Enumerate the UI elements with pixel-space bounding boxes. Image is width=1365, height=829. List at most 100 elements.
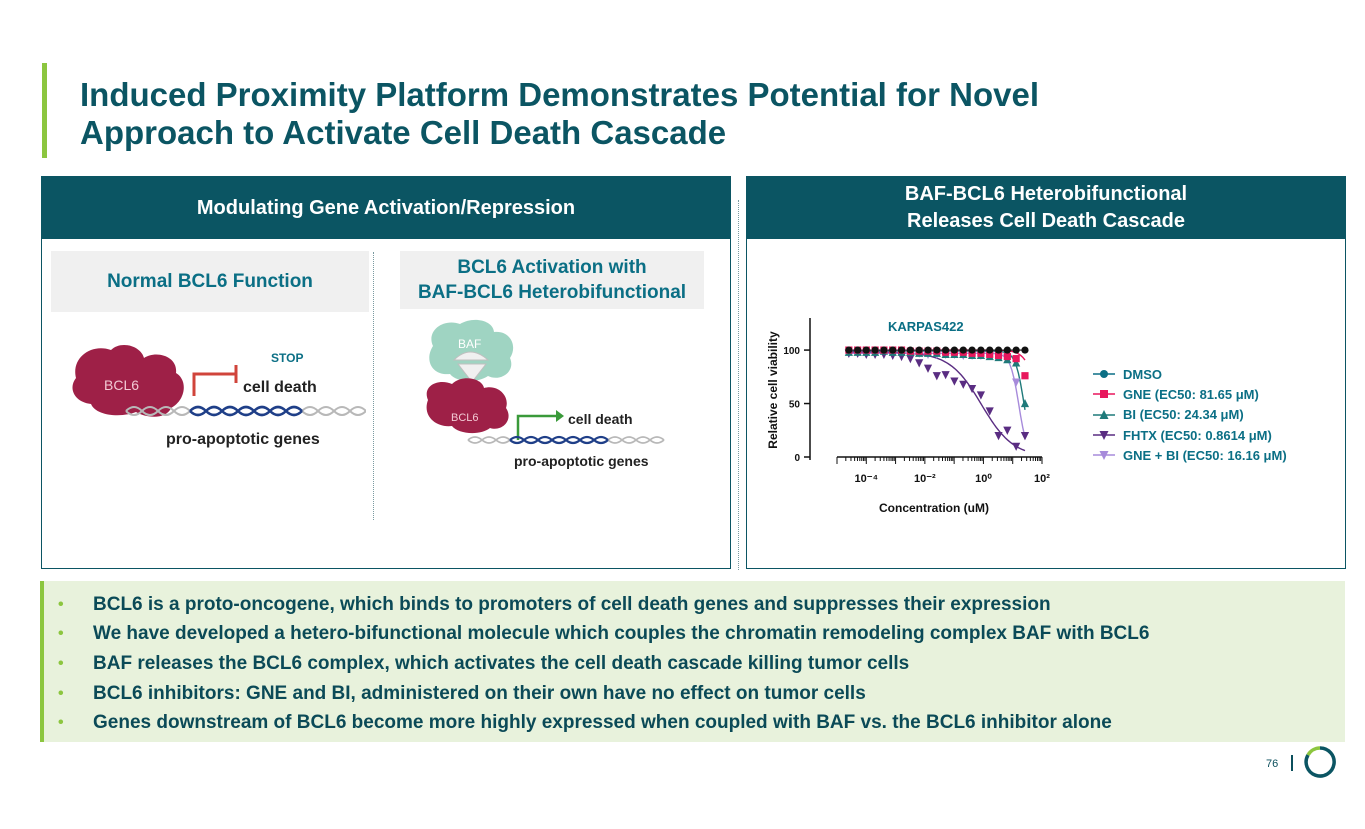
activation-label-line2: BAF-BCL6 Heterobifunctional xyxy=(417,282,687,303)
x-tick-label: 10² xyxy=(1034,473,1050,485)
bullet-marker: • xyxy=(58,595,64,613)
legend-swatch xyxy=(1093,390,1115,399)
data-point xyxy=(906,355,915,364)
activation-arrow xyxy=(516,414,556,440)
x-axis-label: Concentration (uM) xyxy=(879,501,989,515)
data-point xyxy=(1012,346,1020,354)
data-point xyxy=(845,346,853,354)
normal-function-label: Normal BCL6 Function xyxy=(107,271,313,292)
cell-death-panel: BAF-BCL6 Heterobifunctional Releases Cel… xyxy=(746,176,1346,569)
baf-protein-shape xyxy=(429,319,514,382)
data-point xyxy=(1012,355,1020,363)
linker-shape-lower xyxy=(456,363,488,383)
data-point xyxy=(1003,352,1011,361)
key-point: • BCL6 is a proto-oncogene, which binds t… xyxy=(54,590,1345,620)
key-point-text: BCL6 is a proto-oncogene, which binds to… xyxy=(93,593,1051,615)
page-number: 76 xyxy=(1266,758,1279,770)
legend-swatch xyxy=(1093,370,1115,379)
slide-title-line1: Induced Proximity Platform Demonstrates … xyxy=(80,76,1040,113)
company-logo xyxy=(1304,746,1336,778)
activation-label-line1: BCL6 Activation with xyxy=(457,257,647,278)
data-point xyxy=(994,346,1003,354)
legend-swatch xyxy=(1093,431,1115,441)
chart-title: KARPAS422 xyxy=(888,319,964,334)
data-point xyxy=(986,350,994,358)
key-point: • We have developed a hetero-bifunctional… xyxy=(54,620,1345,650)
center-divider xyxy=(738,200,739,570)
bullet-marker: • xyxy=(58,625,64,643)
data-point xyxy=(1012,358,1021,367)
y-tick-label: 50 xyxy=(789,400,801,411)
normal-bcl6-illustration: BCL6 STOP cell death pro-apoptotic genes xyxy=(72,344,366,448)
chart-legend: DMSO GNE (EC50: 81.65 μM) BI (EC50: 24.34 … xyxy=(1093,364,1287,465)
cell-death-label-2: cell death xyxy=(568,411,633,427)
gene-modulation-panel-title: Modulating Gene Activation/Repression xyxy=(196,196,576,219)
legend-swatch xyxy=(1093,451,1115,461)
data-point xyxy=(976,391,986,400)
page-number-separator xyxy=(1291,755,1293,771)
data-point xyxy=(906,346,914,354)
data-point xyxy=(871,346,879,354)
key-points: • BCL6 is a proto-oncogene, which binds t… xyxy=(40,581,1345,742)
data-point xyxy=(950,377,959,386)
data-point xyxy=(932,372,941,381)
data-point xyxy=(1020,398,1030,408)
slide-title-line2: Approach to Activate Cell Death Cascade xyxy=(80,114,727,151)
data-point xyxy=(959,346,967,354)
key-point-text: BAF releases the BCL6 complex, which act… xyxy=(93,652,910,674)
normal-function-label-box: Normal BCL6 Function xyxy=(51,251,369,312)
legend-entry: DMSO xyxy=(1093,364,1287,384)
data-point xyxy=(1020,432,1030,441)
pro-apoptotic-genes-label-2: pro-apoptotic genes xyxy=(514,453,649,469)
stop-label: STOP xyxy=(271,351,303,365)
data-point xyxy=(941,371,950,380)
bullet-marker: • xyxy=(58,654,64,672)
data-point xyxy=(933,346,941,354)
data-point xyxy=(889,346,897,354)
activation-illustration: BAF BCL6 cell death pro-apoptotic genes xyxy=(426,319,665,469)
data-point xyxy=(1021,346,1029,354)
bullet-marker: • xyxy=(58,714,64,732)
y-tick-label: 100 xyxy=(783,346,800,357)
activation-arrowhead xyxy=(556,410,564,422)
key-point-text: BCL6 inhibitors: GNE and BI, administere… xyxy=(93,682,866,704)
legend-label: GNE (EC50: 81.65 μM) xyxy=(1123,386,1259,402)
legend-label: FHTX (EC50: 0.8614 μM) xyxy=(1123,427,1272,443)
legend-entry: GNE + BI (EC50: 16.16 μM) xyxy=(1093,445,1287,465)
data-point xyxy=(968,346,976,354)
gene-modulation-panel-header: Modulating Gene Activation/Repression xyxy=(42,177,730,239)
data-point xyxy=(880,346,888,354)
cell-death-panel-title-line2: Releases Cell Death Cascade xyxy=(907,210,1185,232)
logo-ring-accent xyxy=(1306,746,1321,757)
cell-death-panel-header: BAF-BCL6 Heterobifunctional Releases Cel… xyxy=(747,177,1345,239)
repression-arrow xyxy=(192,372,236,396)
data-point xyxy=(1003,346,1011,354)
legend-label: BI (EC50: 24.34 μM) xyxy=(1123,407,1244,423)
viability-chart: KARPAS422 0 50 100 10⁻⁴ 10⁻² 10⁰ 10² Concentrati… xyxy=(766,318,1050,515)
activation-label-box: BCL6 Activation with BAF-BCL6 Heterobifu… xyxy=(400,251,704,309)
bcl6-protein-shape-2 xyxy=(426,378,509,434)
x-tick-label: 10⁰ xyxy=(975,473,992,485)
x-tick-label: 10⁻² xyxy=(914,473,936,485)
data-point xyxy=(915,346,923,354)
fit-curve xyxy=(848,352,1026,438)
key-point: • Genes downstream of BCL6 become more hi… xyxy=(54,708,1345,738)
y-tick-label: 0 xyxy=(794,453,800,464)
key-point: • BCL6 inhibitors: GNE and BI, administer… xyxy=(54,679,1345,709)
data-point xyxy=(862,346,870,354)
legend-label: GNE + BI (EC50: 16.16 μM) xyxy=(1123,447,1287,463)
data-point xyxy=(967,384,977,394)
data-point xyxy=(977,346,985,354)
data-point xyxy=(1003,426,1012,435)
bcl6-protein-shape xyxy=(72,344,184,417)
data-point xyxy=(897,346,906,354)
data-point xyxy=(994,351,1003,360)
dna-helix xyxy=(125,405,366,417)
panel-divider xyxy=(373,252,374,520)
data-point xyxy=(959,380,968,389)
data-point xyxy=(942,346,950,354)
data-point xyxy=(950,346,958,354)
bcl6-protein-label: BCL6 xyxy=(104,377,139,393)
title-accent-bar xyxy=(42,63,47,158)
slide-title: Induced Proximity Platform Demonstrates … xyxy=(80,76,1230,152)
